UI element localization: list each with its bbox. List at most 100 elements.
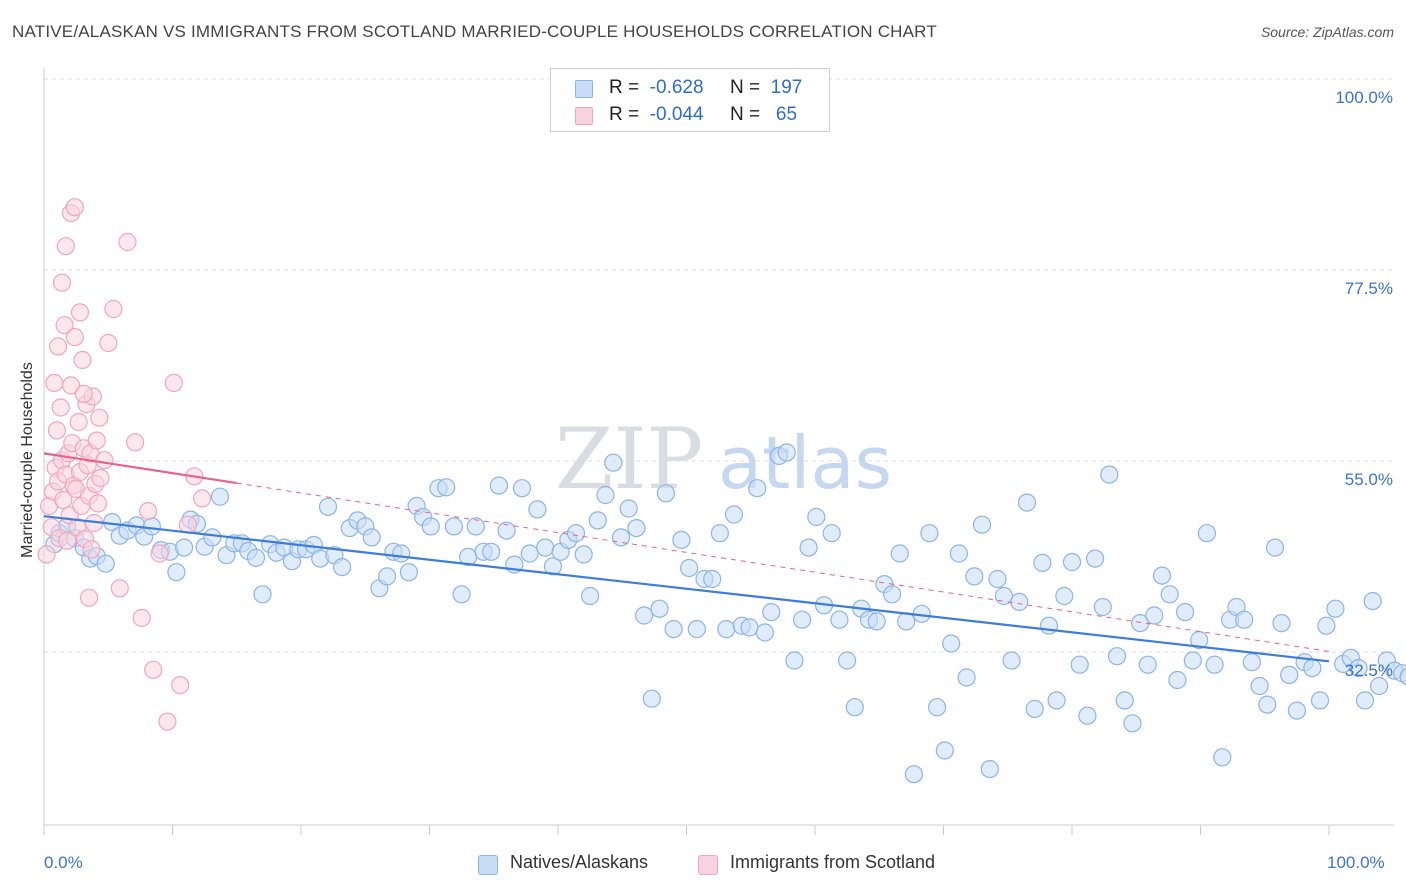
data-point <box>1025 699 1044 719</box>
data-point <box>126 433 145 452</box>
data-point <box>437 478 456 497</box>
data-point <box>679 558 699 578</box>
data-point <box>142 517 161 536</box>
data-point <box>799 538 818 557</box>
data-point <box>55 316 74 335</box>
data-point <box>489 476 508 495</box>
data-point <box>672 530 691 550</box>
data-point <box>37 545 56 564</box>
data-point <box>574 545 593 564</box>
data-point <box>175 538 194 557</box>
data-point <box>88 494 108 513</box>
data-point <box>1138 655 1157 674</box>
data-point <box>1250 676 1269 696</box>
data-point <box>935 741 954 760</box>
data-point <box>1280 665 1299 685</box>
data-point <box>1070 655 1089 674</box>
data-point <box>904 765 924 784</box>
y-tick-label-100: 100.0% <box>1335 88 1393 107</box>
data-point <box>807 507 826 527</box>
data-point <box>882 585 902 604</box>
data-point <box>246 548 266 567</box>
data-point <box>664 619 683 639</box>
data-point <box>1272 613 1291 633</box>
data-point <box>1258 695 1277 714</box>
data-point <box>1130 613 1150 633</box>
bottom-legend-swatch-scotland <box>698 855 718 875</box>
data-point <box>588 511 607 530</box>
data-point <box>74 384 93 403</box>
data-point <box>785 651 804 670</box>
data-point <box>656 484 676 503</box>
data-point <box>830 610 849 629</box>
data-point <box>965 567 984 586</box>
y-tick-label-55: 55.0% <box>1344 470 1393 489</box>
data-point <box>642 689 661 708</box>
data-point <box>318 497 338 516</box>
data-point <box>144 660 163 679</box>
x-tick-label-100: 100.0% <box>1327 853 1385 872</box>
data-point <box>1017 493 1037 512</box>
data-point <box>57 531 77 550</box>
data-point <box>54 490 73 510</box>
data-point <box>65 198 84 217</box>
data-point <box>167 563 186 582</box>
source-label: Source: ZipAtlas.com <box>1260 24 1394 40</box>
data-point <box>580 586 600 606</box>
data-point <box>444 517 463 536</box>
legend-n-label: N = <box>729 104 761 125</box>
data-point <box>1363 591 1382 611</box>
data-point <box>392 544 411 563</box>
data-point <box>1213 748 1232 767</box>
data-point <box>650 599 669 618</box>
data-point <box>596 485 615 505</box>
data-point <box>51 398 70 417</box>
data-point <box>822 524 841 543</box>
data-point <box>150 544 169 563</box>
data-point <box>543 557 563 576</box>
data-point <box>1123 714 1142 733</box>
data-point <box>87 431 106 450</box>
data-point <box>210 487 230 506</box>
data-point <box>1326 599 1345 618</box>
data-point <box>178 515 197 534</box>
data-point <box>193 489 212 508</box>
data-point <box>528 500 547 519</box>
data-point <box>482 542 501 561</box>
data-point <box>1010 592 1029 612</box>
y-axis-title: Married-couple Households <box>19 362 36 558</box>
data-point <box>95 451 114 470</box>
series-immigrants-from-scotland <box>37 198 212 731</box>
data-point <box>1093 597 1112 617</box>
trend-line-natives <box>43 515 1330 663</box>
trend-lines <box>43 452 1330 663</box>
data-point <box>762 602 781 622</box>
data-point <box>1399 667 1406 686</box>
data-point <box>1355 691 1375 710</box>
data-point <box>139 502 158 521</box>
data-point <box>91 468 110 488</box>
data-point <box>73 350 92 370</box>
data-point <box>1287 701 1307 720</box>
data-point <box>1197 524 1217 543</box>
data-point <box>536 538 555 557</box>
data-point <box>566 524 586 543</box>
data-point <box>1078 706 1097 725</box>
data-point <box>333 557 352 577</box>
data-point <box>132 608 151 628</box>
legend-n-value-scotland: 65 <box>775 104 798 125</box>
data-point <box>421 517 440 536</box>
data-point <box>362 528 381 547</box>
data-point <box>627 518 646 538</box>
data-point <box>452 585 471 604</box>
watermark-zip: ZIP <box>555 410 703 508</box>
data-point <box>1349 658 1368 678</box>
data-point <box>1033 553 1052 573</box>
data-point <box>65 328 84 347</box>
data-point <box>1062 552 1082 572</box>
data-point <box>949 544 969 563</box>
data-point <box>897 612 916 631</box>
legend-n-label: N = <box>729 77 761 98</box>
data-point <box>1205 655 1224 674</box>
data-point <box>56 237 75 256</box>
